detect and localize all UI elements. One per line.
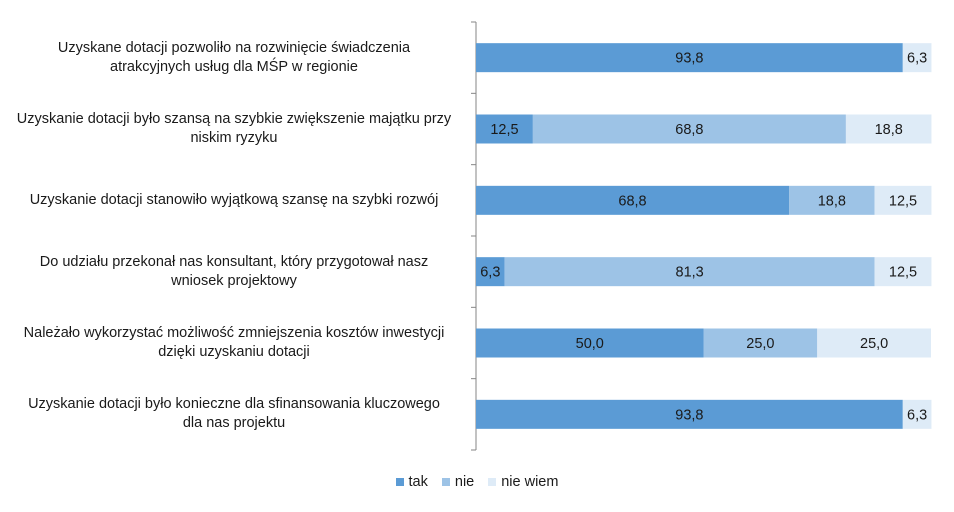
category-label: Do udziału przekonał nas konsultant, któ…	[4, 248, 464, 296]
category-label-line: Uzyskanie dotacji było konieczne dla sfi…	[28, 396, 440, 413]
bar-tak	[476, 185, 790, 215]
data-label: 6,3	[907, 407, 927, 423]
data-label: 25,0	[746, 336, 774, 352]
category-label-line: niskim ryzyku	[190, 130, 278, 146]
bar-nie-wiem	[874, 185, 932, 215]
data-label: 68,8	[618, 193, 646, 209]
data-label: 81,3	[676, 265, 704, 281]
data-label: 93,8	[675, 51, 703, 67]
category-label-line: dzięki uzyskaniu dotacji	[158, 344, 310, 360]
bar-nie-wiem	[817, 328, 931, 358]
bar-tak	[476, 328, 704, 358]
legend-item: tak	[395, 474, 428, 490]
category-label: Uzyskanie dotacji stanowiło wyjątkową sz…	[4, 176, 464, 224]
data-label: 18,8	[875, 122, 903, 138]
data-label: 6,3	[480, 265, 500, 281]
legend-label: nie wiem	[501, 474, 559, 490]
bar-tak	[476, 257, 505, 287]
data-label: 25,0	[860, 336, 888, 352]
legend-label: nie	[454, 474, 475, 490]
category-label-line: Uzyskanie dotacji było szansą na szybkie…	[16, 111, 452, 127]
category-label: Uzyskanie dotacji było szansą na szybkie…	[4, 105, 464, 153]
category-label-line: wniosek projektowy	[171, 272, 297, 289]
category-label-line: Uzyskanie dotacji stanowiło wyjątkową sz…	[29, 191, 439, 208]
legend-swatch	[395, 478, 404, 486]
legend-item: nie	[441, 474, 475, 490]
bar-nie	[532, 114, 846, 144]
bar-nie-wiem	[902, 43, 932, 73]
data-label: 93,8	[675, 407, 703, 423]
category-label-line: dla nas projektu	[182, 415, 286, 432]
legend-item: nie wiem	[488, 474, 558, 490]
bar-nie-wiem	[874, 257, 932, 287]
legend: tak nie nie wiem	[0, 474, 954, 490]
data-label: 6,3	[907, 51, 927, 67]
bar-nie-wiem	[902, 399, 932, 429]
category-label-line: atrakcyjnych usług dla MŚP w regionie	[110, 58, 358, 75]
data-label: 12,5	[889, 265, 917, 281]
bar-tak	[476, 399, 903, 429]
bar-nie	[703, 328, 818, 358]
data-label: 50,0	[576, 336, 604, 352]
data-label: 68,8	[675, 122, 703, 138]
data-label: 18,8	[818, 193, 846, 209]
data-label: 12,5	[490, 122, 518, 138]
legend-label: tak	[408, 474, 428, 490]
category-label-line: Uzyskane dotacji pozwoliło na rozwinięci…	[57, 39, 411, 56]
data-label: 12,5	[889, 193, 917, 209]
bar-tak	[476, 114, 533, 144]
bar-nie-wiem	[845, 114, 932, 144]
category-label-line: Do udziału przekonał nas konsultant, któ…	[39, 253, 429, 270]
category-label: Należało wykorzystać możliwość zmniejsze…	[4, 319, 464, 367]
legend-swatch	[488, 478, 497, 486]
bar-nie	[504, 257, 875, 287]
category-label: Uzyskane dotacji pozwoliło na rozwinięci…	[4, 34, 464, 82]
bar-nie	[789, 185, 875, 215]
legend-swatch	[441, 478, 450, 486]
category-label-line: Należało wykorzystać możliwość zmniejsze…	[23, 325, 445, 341]
bar-tak	[476, 43, 903, 73]
category-label: Uzyskanie dotacji było konieczne dla sfi…	[4, 390, 464, 438]
